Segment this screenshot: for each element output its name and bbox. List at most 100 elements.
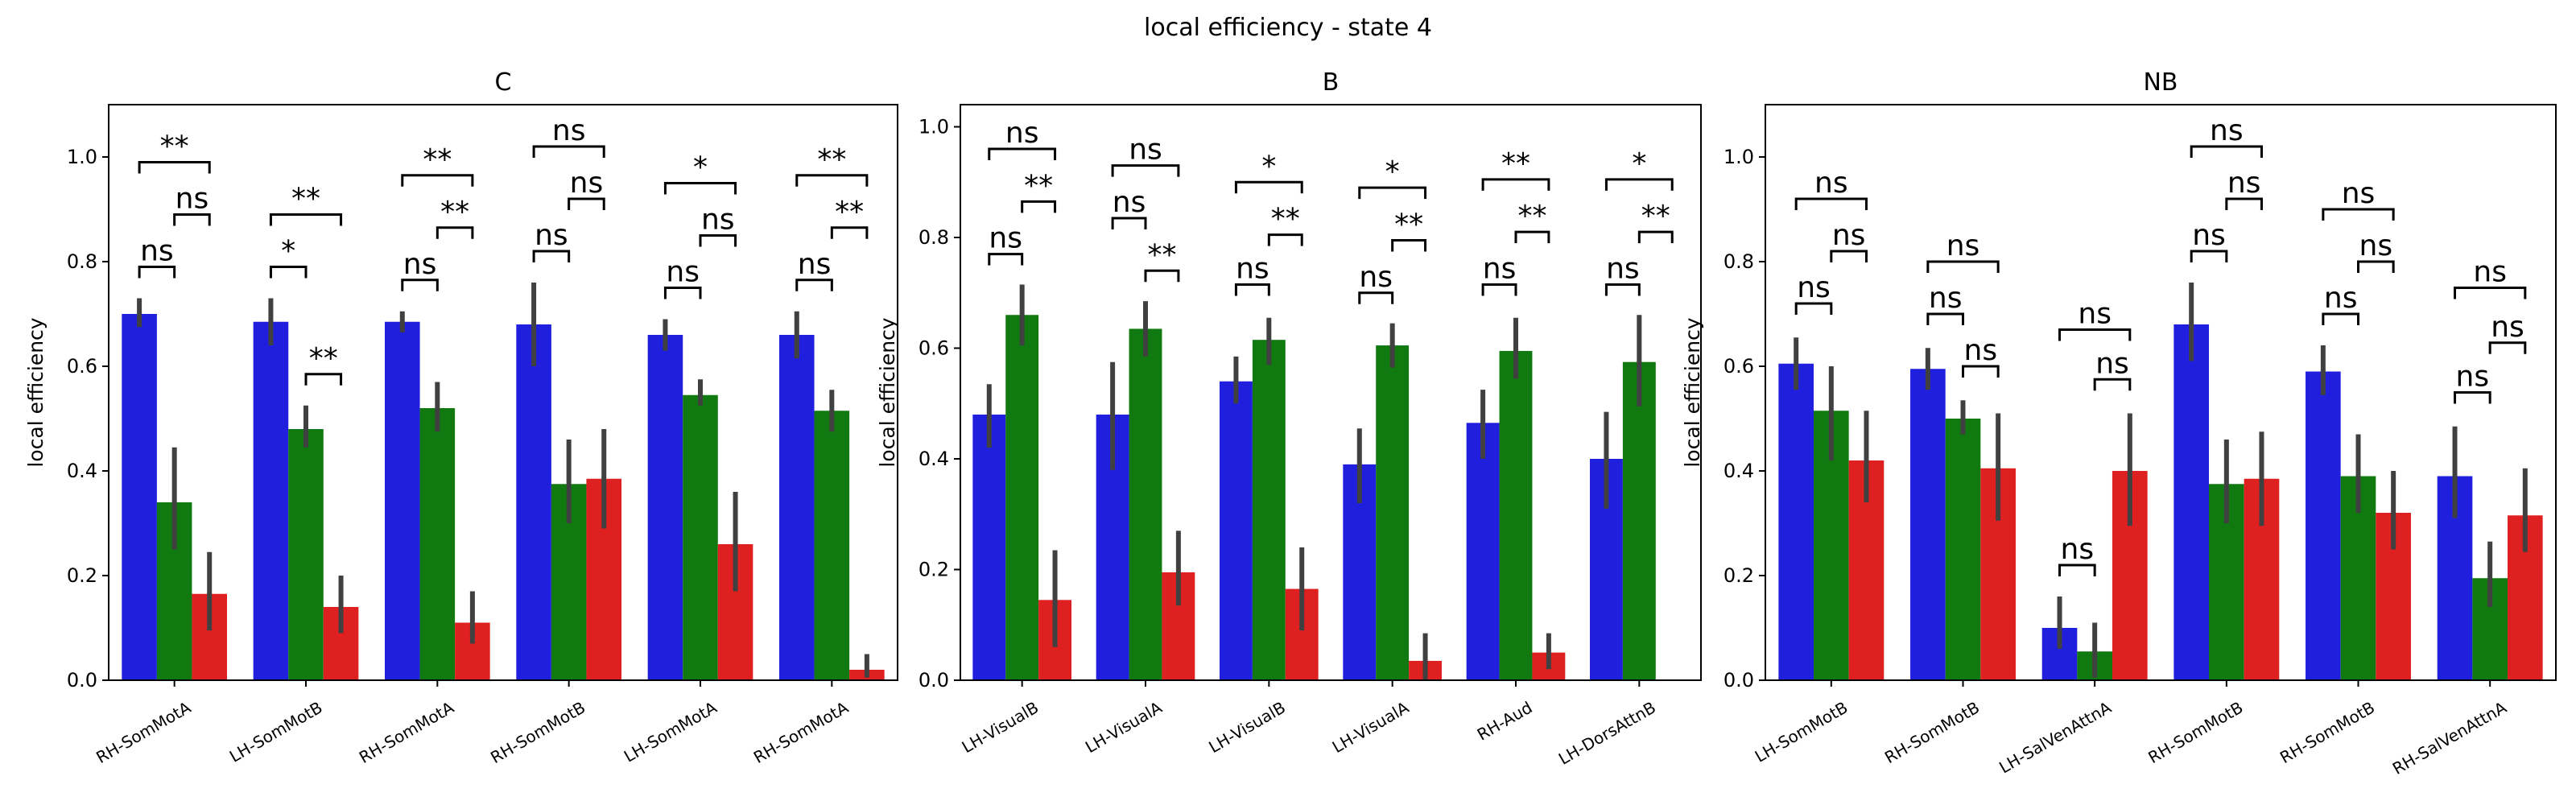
y-tick-label: 0.4 <box>919 448 949 470</box>
significance-label: ns <box>1964 334 1998 367</box>
significance-bracket <box>401 174 474 187</box>
significance-bracket <box>532 250 571 262</box>
significance-label: ns <box>2227 167 2261 200</box>
significance-label: ns <box>1814 167 1848 200</box>
plot-frame <box>960 104 1702 681</box>
significance-bracket <box>663 287 702 299</box>
significance-label: * <box>1632 147 1646 180</box>
significance-bracket <box>795 279 833 291</box>
significance-bracket <box>2454 391 2491 404</box>
bar <box>1499 350 1533 680</box>
significance-bracket <box>1481 283 1517 296</box>
significance-label: ns <box>2491 311 2524 344</box>
x-tick-label: RH-SomMotA <box>93 697 194 767</box>
bar <box>1466 423 1500 680</box>
y-axis-label: local efficiency <box>876 317 899 467</box>
significance-label: ns <box>175 183 209 216</box>
significance-label: ns <box>1483 252 1517 285</box>
significance-label: ns <box>1113 186 1146 219</box>
x-tick-label: LH-VisualA <box>1329 697 1413 757</box>
significance-bracket <box>1514 230 1550 244</box>
significance-bracket <box>795 174 869 187</box>
significance-bracket <box>173 213 211 226</box>
y-tick-label: 1.0 <box>67 146 97 168</box>
significance-bracket <box>830 226 869 239</box>
significance-label: * <box>281 235 295 268</box>
significance-bracket <box>436 226 474 239</box>
significance-bracket <box>2058 564 2096 576</box>
significance-bracket <box>1021 200 1057 213</box>
panel-title: NB <box>2143 68 2178 97</box>
significance-bracket <box>1481 178 1550 191</box>
x-tick-label: LH-VisualB <box>959 698 1042 758</box>
significance-label: ** <box>835 196 864 229</box>
significance-bracket <box>1830 250 1868 262</box>
significance-label: ** <box>1147 238 1176 271</box>
significance-label: ** <box>291 183 320 216</box>
significance-bracket <box>663 182 737 195</box>
significance-label: ns <box>1946 229 1980 262</box>
significance-label: ns <box>1005 117 1039 150</box>
plot-frame <box>108 104 898 681</box>
bar <box>288 429 324 680</box>
significance-label: ns <box>2324 282 2358 315</box>
y-tick-label: 0.2 <box>919 559 949 581</box>
significance-bracket <box>2322 208 2395 221</box>
significance-label: ns <box>403 248 437 281</box>
significance-label: ns <box>989 222 1022 255</box>
bar <box>253 321 289 680</box>
y-tick-label: 1.0 <box>919 116 949 138</box>
significance-label: ns <box>1797 271 1831 304</box>
bar <box>419 408 456 680</box>
significance-bracket <box>568 197 605 210</box>
significance-bracket <box>1637 230 1674 244</box>
y-axis-label: local efficiency <box>1681 317 1704 467</box>
significance-label: ns <box>2192 219 2226 252</box>
x-tick-label: LH-DorsAttnB <box>1555 698 1659 769</box>
significance-bracket <box>2357 260 2395 273</box>
significance-bracket <box>1391 238 1427 252</box>
y-tick-label: 0.0 <box>919 669 949 691</box>
x-tick-label: LH-VisualB <box>1205 698 1289 758</box>
significance-bracket <box>2093 378 2132 391</box>
bar <box>1252 340 1286 680</box>
x-tick-label: LH-VisualA <box>1082 697 1166 757</box>
significance-bracket <box>2190 145 2263 158</box>
bar <box>1910 369 1946 680</box>
significance-label: ** <box>1271 203 1300 236</box>
bar <box>1622 361 1656 680</box>
significance-bracket <box>988 253 1024 266</box>
y-tick-label: 0.0 <box>67 669 97 691</box>
significance-label: * <box>693 151 708 184</box>
significance-label: ns <box>1832 219 1866 252</box>
significance-bracket <box>1794 302 1833 315</box>
significance-label: ** <box>1394 208 1423 241</box>
significance-label: ns <box>2078 298 2112 331</box>
significance-bracket <box>1144 269 1180 283</box>
significance-bracket <box>532 145 605 158</box>
significance-bracket <box>1604 178 1674 191</box>
significance-bracket <box>1111 164 1180 177</box>
y-tick-label: 0.6 <box>1724 355 1754 378</box>
significance-label: ** <box>1024 169 1053 202</box>
y-tick-label: 0.6 <box>919 337 949 360</box>
bar <box>1129 328 1162 680</box>
significance-label: ns <box>535 219 568 252</box>
significance-bracket <box>1926 260 2000 273</box>
significance-label: * <box>1385 155 1400 188</box>
significance-label: ns <box>2473 256 2507 289</box>
significance-label: ns <box>1359 261 1393 294</box>
significance-bracket <box>2454 287 2527 299</box>
x-tick-label: RH-SomMotB <box>2145 698 2246 768</box>
x-tick-label: RH-SomMotA <box>356 697 457 767</box>
y-tick-label: 0.8 <box>67 250 97 273</box>
significance-label: ns <box>2095 347 2129 380</box>
significance-bracket <box>2322 312 2359 325</box>
bar <box>1376 345 1410 680</box>
significance-bracket <box>988 147 1057 160</box>
significance-bracket <box>1358 186 1427 200</box>
significance-bracket <box>1962 365 2000 378</box>
y-tick-label: 0.2 <box>1724 564 1754 587</box>
